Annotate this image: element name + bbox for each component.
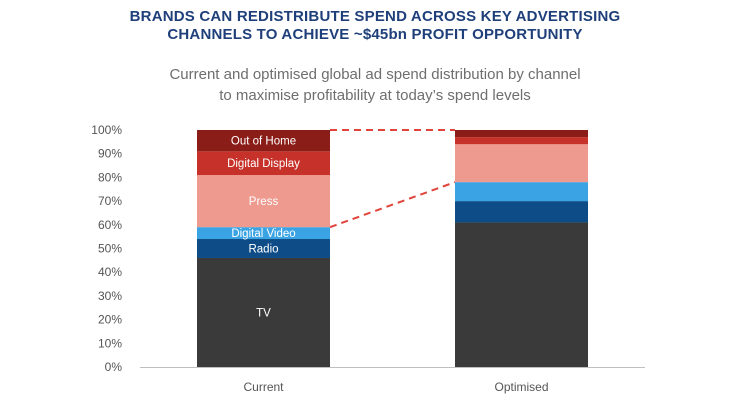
connector-lines <box>329 129 456 229</box>
y-tick-label: 80% <box>98 170 122 184</box>
bar-segment-out-of-home <box>455 130 588 138</box>
bar-segment-tv <box>197 257 330 367</box>
y-tick-label: 70% <box>98 194 122 208</box>
x-tick-label: Optimised <box>494 380 548 394</box>
y-tick-label: 20% <box>98 313 122 327</box>
bar-segment-press <box>455 144 588 183</box>
bar-segment-press <box>197 175 330 228</box>
segment-label: Out of Home <box>231 136 296 148</box>
headline-line-1: BRANDS CAN REDISTRIBUTE SPEND ACROSS KEY… <box>129 8 621 25</box>
chart-subtitle: Current and optimised global ad spend di… <box>0 64 750 106</box>
y-tick-label: 10% <box>98 336 122 350</box>
segment-label: Digital Display <box>227 158 300 170</box>
y-tick-label: 0% <box>105 360 123 374</box>
segment-label: Press <box>249 196 279 208</box>
bar-segment-digital-video <box>455 182 588 202</box>
segment-label: Digital Video <box>231 228 295 240</box>
x-tick-label: Current <box>243 380 284 394</box>
bar-segment-tv <box>455 222 588 367</box>
y-tick-label: 40% <box>98 265 122 279</box>
y-axis: 0% 10% 20% 30% 40% 50% 60% 70% 80% 90% 100% <box>91 123 122 374</box>
headline: BRANDS CAN REDISTRIBUTE SPEND ACROSS KEY… <box>0 8 750 44</box>
bar-segment-digital-video <box>197 227 330 240</box>
headline-line-2: CHANNELS TO ACHIEVE ~$45bn PROFIT OPPORT… <box>167 26 583 43</box>
chart-title: Current and optimised global ad spend di… <box>169 66 581 83</box>
bar-segment-out-of-home <box>197 130 330 152</box>
y-tick-label: 30% <box>98 289 122 303</box>
bars: TV Radio Digital Video Press Digital Display… <box>197 130 588 367</box>
connector-line-digital-video <box>329 181 456 229</box>
bar-segment-radio <box>455 201 588 223</box>
bar-segment-digital-display <box>197 151 330 176</box>
y-tick-label: 100% <box>91 123 122 137</box>
segment-label: TV <box>256 307 271 319</box>
segment-label: Radio <box>248 244 278 256</box>
x-axis: Current Optimised <box>140 367 645 394</box>
y-tick-label: 60% <box>98 218 122 232</box>
bar-segment-digital-display <box>455 137 588 145</box>
y-tick-label: 90% <box>98 147 122 161</box>
y-tick-label: 50% <box>98 242 122 256</box>
bar-segment-radio <box>197 239 330 258</box>
chart-subtitle-line: to maximise profitability at today’s spe… <box>219 87 531 104</box>
